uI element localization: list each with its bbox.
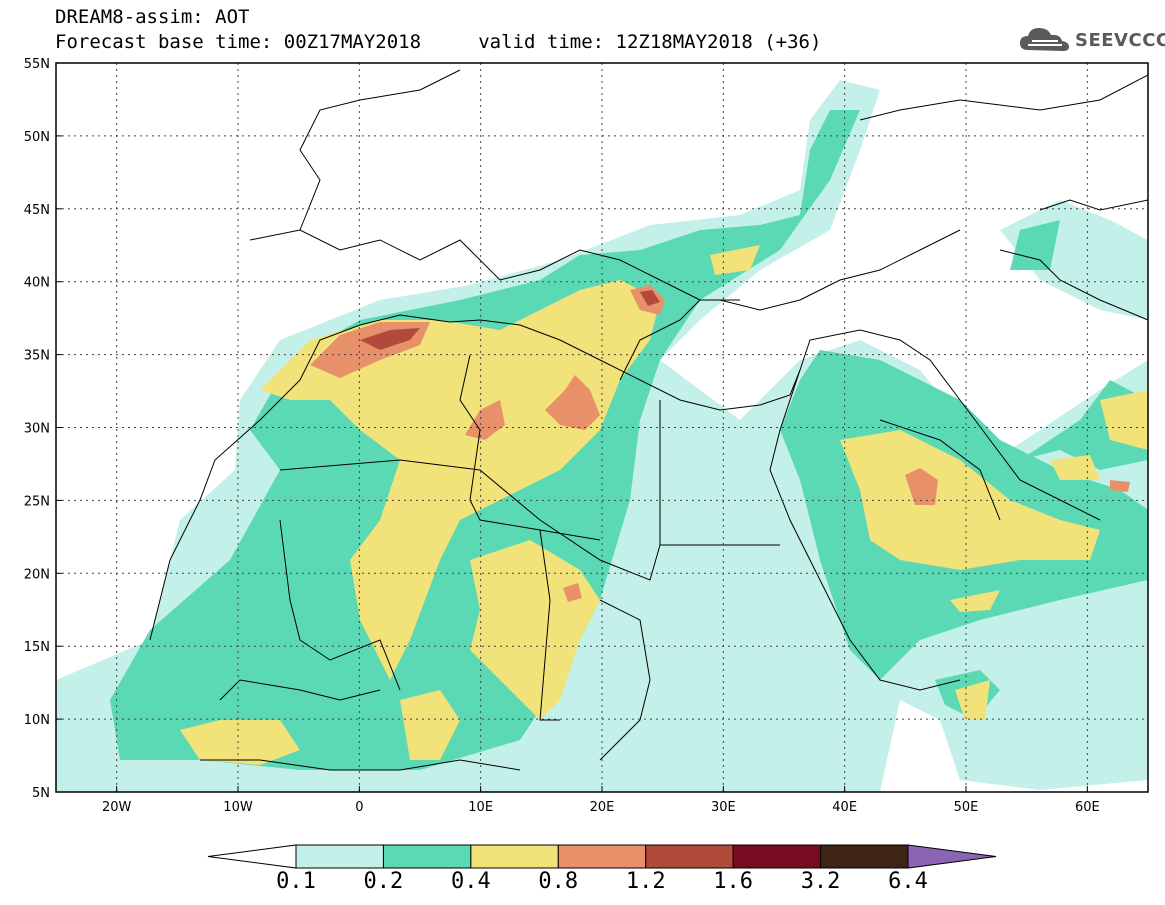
lat-tick-label: 20N bbox=[24, 567, 50, 582]
lat-tick-label: 45N bbox=[24, 203, 50, 218]
colorbar-segment bbox=[470, 844, 559, 869]
colorbar-label: 1.2 bbox=[625, 869, 666, 894]
lon-tick-label: 0 bbox=[355, 800, 363, 815]
logo-text: SEEVCCC bbox=[1075, 30, 1165, 51]
lon-tick-label: 50E bbox=[954, 800, 979, 815]
colorbar-label: 0.1 bbox=[276, 869, 316, 894]
aot-band-1.2-1.6 bbox=[360, 290, 660, 350]
lat-tick-label: 30N bbox=[24, 422, 50, 437]
lat-tick-label: 15N bbox=[24, 640, 50, 655]
lat-tick-label: 10N bbox=[24, 713, 50, 728]
lat-tick-label: 5N bbox=[32, 786, 50, 801]
colorbar-segment bbox=[732, 844, 822, 869]
colorbar-label: 6.4 bbox=[888, 869, 928, 894]
colorbar-segment bbox=[557, 844, 647, 869]
colorbar-label: 0.4 bbox=[450, 869, 491, 894]
lat-tick-label: 55N bbox=[24, 57, 50, 72]
lon-tick-labels: 20W 10W 0 10E 20E 30E 40E 50E 60E bbox=[102, 786, 1100, 815]
colorbar bbox=[207, 844, 997, 869]
colorbar-segment bbox=[295, 844, 384, 869]
lon-tick-label: 40E bbox=[832, 800, 857, 815]
lon-tick-label: 10W bbox=[223, 800, 253, 815]
colorbar-label: 1.6 bbox=[713, 869, 754, 894]
lon-tick-label: 10E bbox=[468, 800, 493, 815]
colorbar-over bbox=[907, 844, 997, 869]
coastlines bbox=[149, 69, 1148, 771]
colorbar-under bbox=[207, 844, 297, 869]
lon-tick-label: 30E bbox=[711, 800, 736, 815]
logo bbox=[1018, 24, 1158, 56]
lat-tick-label: 35N bbox=[24, 349, 50, 364]
lon-tick-label: 20W bbox=[102, 800, 132, 815]
lat-tick-label: 25N bbox=[24, 494, 50, 509]
colorbar-segment bbox=[820, 844, 909, 869]
lat-tick-label: 50N bbox=[24, 130, 50, 145]
colorbar-label: 0.2 bbox=[363, 869, 404, 894]
colorbar-label: 3.2 bbox=[800, 869, 841, 894]
lon-tick-label: 60E bbox=[1075, 800, 1100, 815]
grid bbox=[56, 63, 1148, 792]
lat-tick-label: 40N bbox=[24, 276, 50, 291]
colorbar-segment bbox=[645, 844, 734, 869]
colorbar-label: 0.8 bbox=[538, 869, 579, 894]
chart-title: DREAM8-assim: AOT bbox=[55, 6, 250, 28]
cloud-icon bbox=[1020, 28, 1069, 51]
chart-subtitle: Forecast base time: 00Z17MAY2018 valid t… bbox=[55, 31, 822, 53]
lat-tick-labels: 55N 50N 45N 40N 35N 30N 25N 20N 15N 10N 5N bbox=[24, 57, 62, 801]
colorbar-segment bbox=[382, 844, 472, 869]
lon-tick-label: 20E bbox=[590, 800, 615, 815]
